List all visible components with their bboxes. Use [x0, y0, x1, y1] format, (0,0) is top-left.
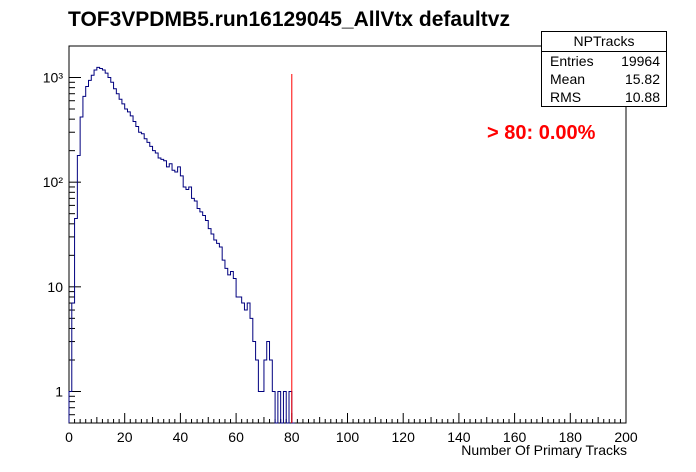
stats-row-entries: Entries 19964: [542, 52, 666, 70]
histogram-series: [68, 66, 295, 424]
chart-title: TOF3VPDMB5.run16129045_AllVtx defaultvz: [68, 8, 510, 31]
overflow-annotation: > 80: 0.00%: [487, 122, 596, 144]
y-tick-label: 10³: [43, 70, 64, 86]
stats-label: Entries: [550, 53, 594, 69]
x-tick-label: 140: [447, 429, 471, 445]
stats-value: 19964: [621, 53, 660, 69]
y-tick-label: 10: [47, 279, 63, 295]
axis-tick-labels: 0 20 40 60 80 100 120 140 160 180 200 1 10 10² 10³: [43, 70, 638, 445]
stats-label: Mean: [550, 71, 586, 87]
x-tick-label: 40: [173, 429, 189, 445]
x-tick-label: 120: [392, 429, 416, 445]
stats-row-rms: RMS 10.88: [542, 88, 666, 106]
x-axis-label: Number Of Primary Tracks: [461, 442, 627, 458]
stats-label: RMS: [550, 89, 582, 105]
y-tick-label: 10²: [43, 174, 64, 190]
x-tick-label: 200: [614, 429, 638, 445]
stats-box-name: NPTracks: [542, 32, 666, 52]
stats-value: 10.88: [624, 89, 660, 105]
x-tick-label: 0: [65, 429, 73, 445]
stats-row-mean: Mean 15.82: [542, 70, 666, 88]
x-tick-label: 20: [117, 429, 133, 445]
x-tick-label: 180: [559, 429, 583, 445]
stats-value: 15.82: [624, 71, 660, 87]
x-tick-label: 60: [228, 429, 244, 445]
x-tick-label: 100: [336, 429, 360, 445]
x-tick-label: 80: [284, 429, 300, 445]
x-tick-label: 160: [503, 429, 527, 445]
stats-box: NPTracks Entries 19964 Mean 15.82 RMS 10…: [541, 31, 667, 107]
y-tick-label: 1: [55, 383, 63, 399]
